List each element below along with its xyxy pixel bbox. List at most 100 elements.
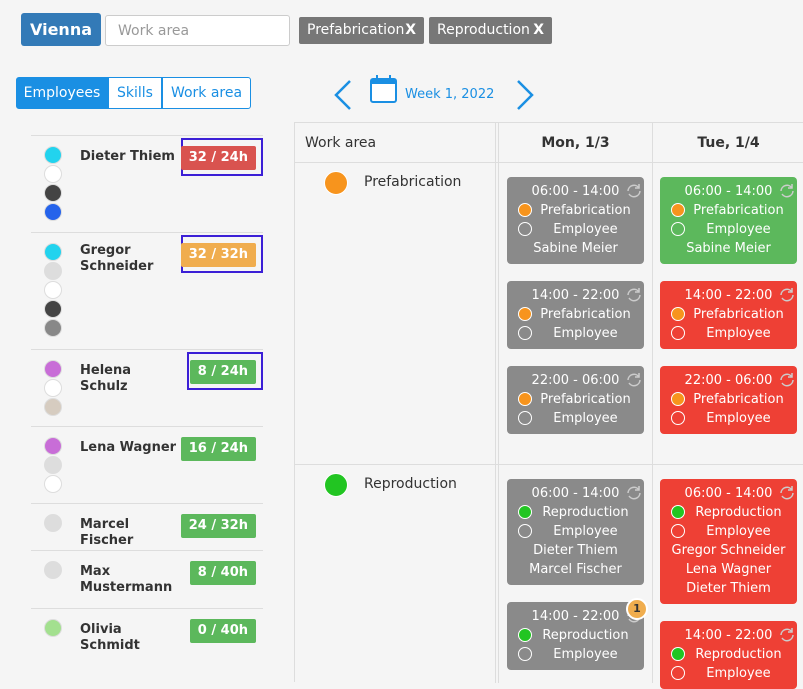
column-divider xyxy=(652,123,653,683)
location-button[interactable]: Vienna xyxy=(21,13,101,46)
role-icon xyxy=(671,411,685,425)
area-icon xyxy=(671,647,685,661)
next-week[interactable] xyxy=(512,78,536,112)
employee-row[interactable]: Marcel Fischer 24 / 32h xyxy=(31,503,263,550)
area-icon xyxy=(518,203,532,217)
schedule-grid: Work area Mon, 1/3 Tue, 1/4 Prefabrication 0… xyxy=(294,122,803,689)
shift-role: Employee xyxy=(553,222,618,237)
role-icon xyxy=(518,647,532,661)
employee-row[interactable]: Gregor Schneider 32 / 32h xyxy=(31,232,263,349)
prev-week[interactable] xyxy=(332,78,356,112)
area-icon xyxy=(671,392,685,406)
shift-area: Prefabrication xyxy=(540,392,631,407)
shift-area: Reproduction xyxy=(695,505,782,520)
shift-time: 14:00 - 22:00 xyxy=(684,628,773,643)
employee-name: Gregor Schneider xyxy=(80,243,154,274)
shift-card[interactable]: 14:00 - 22:00 Prefabrication Employee xyxy=(507,281,644,349)
refresh-icon[interactable] xyxy=(625,182,643,200)
skill-dot xyxy=(44,184,62,202)
shift-card[interactable]: 06:00 - 14:00 Reproduction Employee Dieter … xyxy=(507,479,644,585)
employee-row[interactable]: Lena Wagner 16 / 24h xyxy=(31,426,263,503)
employee-name: Max Mustermann xyxy=(80,564,173,595)
skill-dot xyxy=(44,514,62,532)
filter-label: Prefabrication xyxy=(307,22,405,38)
skill-dot xyxy=(44,437,62,455)
skill-dot xyxy=(44,360,62,378)
shift-area: Reproduction xyxy=(542,505,629,520)
search-input[interactable]: Work area xyxy=(105,15,290,46)
refresh-icon[interactable] xyxy=(625,371,643,389)
hours-badge: 24 / 32h xyxy=(180,514,256,538)
area-name: Prefabrication xyxy=(364,174,462,190)
skill-dot xyxy=(44,203,62,221)
skill-dot xyxy=(44,475,62,493)
shift-card[interactable]: 14:00 - 22:00 Prefabrication Employee xyxy=(660,281,797,349)
shift-card[interactable]: 14:00 - 22:00 Reproduction Employee xyxy=(660,621,797,689)
area-name: Reproduction xyxy=(364,476,457,492)
employee-row[interactable]: Olivia Schmidt 0 / 40h xyxy=(31,608,263,666)
shift-card[interactable]: 14:00 - 22:00 Reproduction Employee 1 xyxy=(507,598,648,670)
area-icon xyxy=(518,505,532,519)
shift-area: Reproduction xyxy=(695,647,782,662)
shift-role: Employee xyxy=(553,647,618,662)
tab[interactable]: Work area xyxy=(162,77,251,109)
hours-badge: 32 / 24h xyxy=(180,146,256,170)
column-divider xyxy=(495,123,496,683)
assigned-name: Gregor Schneider xyxy=(671,543,786,558)
tab[interactable]: Skills xyxy=(108,77,162,109)
refresh-icon[interactable] xyxy=(778,484,796,502)
header-divider xyxy=(295,162,803,163)
area-dot xyxy=(324,473,348,497)
skill-dot xyxy=(44,561,62,579)
notification-badge[interactable]: 1 xyxy=(626,598,648,620)
filter-remove[interactable]: X xyxy=(533,22,544,38)
shift-role: Employee xyxy=(706,222,771,237)
skill-dot xyxy=(44,243,62,261)
shift-area: Prefabrication xyxy=(693,392,784,407)
assigned-name: Marcel Fischer xyxy=(529,562,622,577)
employee-row[interactable]: Dieter Thiem 32 / 24h xyxy=(31,135,263,232)
shift-card[interactable]: 06:00 - 14:00 Prefabrication Employee Sabin… xyxy=(660,177,797,264)
calendar-icon[interactable] xyxy=(369,74,399,104)
shift-area: Prefabrication xyxy=(540,203,631,218)
shift-area: Prefabrication xyxy=(540,307,631,322)
employee-name: Lena Wagner xyxy=(80,440,177,455)
employee-row[interactable]: Helena Schulz 8 / 24h xyxy=(31,349,263,426)
column-divider xyxy=(498,123,499,683)
refresh-icon[interactable] xyxy=(778,626,796,644)
shift-role: Employee xyxy=(553,326,618,341)
area-icon xyxy=(518,307,532,321)
shift-role: Employee xyxy=(706,411,771,426)
shift-card[interactable]: 06:00 - 14:00 Prefabrication Employee Sabin… xyxy=(507,177,644,264)
shift-area: Prefabrication xyxy=(693,307,784,322)
column-header: Work area xyxy=(305,135,377,151)
assigned-name: Dieter Thiem xyxy=(533,543,618,558)
tab[interactable]: Employees xyxy=(16,77,108,109)
filter-remove[interactable]: X xyxy=(405,22,416,38)
refresh-icon[interactable] xyxy=(625,286,643,304)
filter-chip: Reproduction X xyxy=(429,17,552,44)
skill-dot xyxy=(44,379,62,397)
skill-dot xyxy=(44,456,62,474)
refresh-icon[interactable] xyxy=(625,484,643,502)
employee-row[interactable]: Max Mustermann 8 / 40h xyxy=(31,550,263,608)
role-icon xyxy=(518,524,532,538)
shift-card[interactable]: 22:00 - 06:00 Prefabrication Employee xyxy=(507,366,644,434)
shift-area: Reproduction xyxy=(542,628,629,643)
skill-dot xyxy=(44,165,62,183)
shift-card[interactable]: 06:00 - 14:00 Reproduction Employee Gregor … xyxy=(660,479,797,604)
shift-card[interactable]: 22:00 - 06:00 Prefabrication Employee xyxy=(660,366,797,434)
shift-time: 06:00 - 14:00 xyxy=(531,486,620,501)
role-icon xyxy=(518,222,532,236)
shift-role: Employee xyxy=(706,326,771,341)
area-icon xyxy=(671,307,685,321)
refresh-icon[interactable] xyxy=(778,182,796,200)
employee-name: Olivia Schmidt xyxy=(80,622,140,653)
refresh-icon[interactable] xyxy=(778,286,796,304)
refresh-icon[interactable] xyxy=(778,371,796,389)
shift-time: 06:00 - 14:00 xyxy=(684,184,773,199)
area-icon xyxy=(671,203,685,217)
shift-role: Employee xyxy=(706,524,771,539)
skill-dot xyxy=(44,619,62,637)
assigned-name: Sabine Meier xyxy=(533,241,618,256)
